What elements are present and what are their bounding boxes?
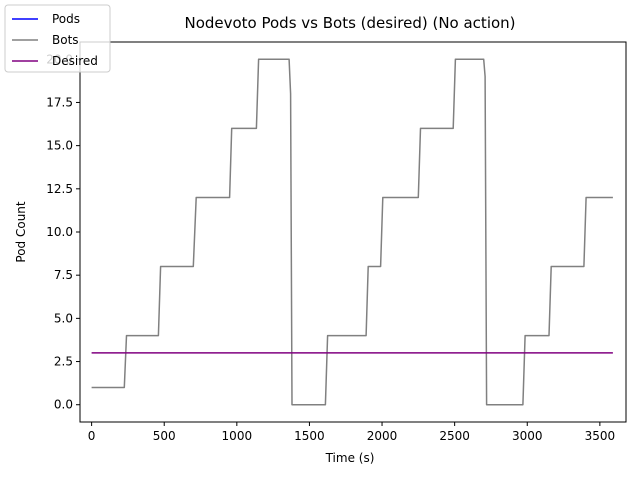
x-axis-label: Time (s) [325,451,375,465]
chart-title: Nodevoto Pods vs Bots (desired) (No acti… [184,14,515,32]
x-tick-label: 2000 [367,429,398,443]
y-tick-label: 17.5 [46,95,73,109]
y-tick-label: 7.5 [54,268,73,282]
legend-label-desired: Desired [52,54,98,68]
y-tick-label: 2.5 [54,355,73,369]
x-tick-label: 1000 [222,429,253,443]
y-tick-label: 10.0 [46,225,73,239]
x-tick-label: 1500 [294,429,325,443]
x-tick-label: 0 [88,429,96,443]
series-layer [91,58,613,406]
x-tick-label: 3500 [585,429,616,443]
legend: Pods Bots Desired [4,4,111,73]
x-tick-label: 3000 [512,429,543,443]
plot-area [80,42,626,422]
y-tick-label: 15.0 [46,139,73,153]
y-tick-label: 0.0 [54,398,73,412]
x-tick-label: 500 [153,429,176,443]
x-tick-label: 2500 [439,429,470,443]
legend-label-bots: Bots [52,33,79,47]
legend-box [4,4,111,73]
y-tick-label: 12.5 [46,182,73,196]
y-axis-label: Pod Count [14,201,28,263]
y-tick-label: 5.0 [54,311,73,325]
legend-label-pods: Pods [52,12,80,26]
x-axis: 0 500 1000 1500 2000 2500 3000 3500 [88,422,615,443]
series-line-bots [91,58,613,406]
